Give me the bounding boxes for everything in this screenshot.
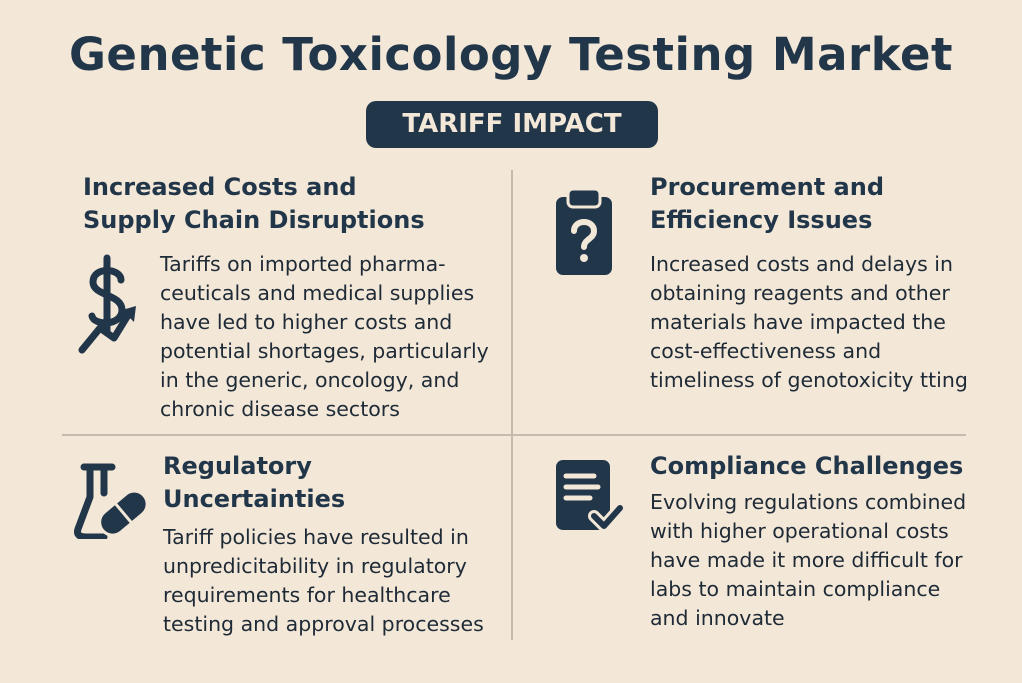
body-line: obtaining reagents and other [650,281,950,305]
body-line: labs to maintain compliance [650,577,941,601]
section-body-costs: Tariffs on imported pharma- ceuticals an… [160,250,489,424]
heading-line: Uncertainties [163,485,346,513]
body-line: Tariff policies have resulted in [163,525,469,549]
clipboard-question-icon [556,187,612,275]
tariff-impact-badge: TARIFF IMPACT [366,101,658,148]
section-body-procurement: Increased costs and delays in obtaining … [650,250,968,395]
body-line: in the generic, oncology, and [160,368,460,392]
body-line: have led to higher costs and [160,310,453,334]
heading-line: Efficiency Issues [650,206,873,234]
body-line: Increased costs and delays in [650,252,953,276]
flask-pill-icon [74,463,149,539]
body-line: have made it more difficult for [650,548,963,572]
heading-line: Procurement and [650,173,884,201]
body-line: requirements for healthcare [163,583,451,607]
document-check-icon [556,460,624,532]
body-line: with higher operational costs [650,519,949,543]
section-body-regulatory: Tariff policies have resulted in unpredi… [163,523,484,639]
body-line: Evolving regulations combined [650,490,967,514]
section-heading-compliance: Compliance Challenges [650,450,963,483]
body-line: ceuticals and medical supplies [160,281,475,305]
vertical-divider [511,170,513,640]
dollar-trend-up-icon [78,254,136,354]
page-title: Genetic Toxicology Testing Market [69,28,953,81]
section-heading-regulatory: Regulatory Uncertainties [163,450,345,516]
body-line: potential shortages, particularly [160,339,489,363]
heading-line: Increased Costs and [83,173,357,201]
body-line: timeliness of genotoxicity tting [650,368,968,392]
section-body-compliance: Evolving regulations combined with highe… [650,488,966,633]
section-heading-procurement: Procurement and Efficiency Issues [650,171,884,237]
heading-line: Regulatory [163,452,312,480]
body-line: unpredicitability in regulatory [163,554,467,578]
body-line: testing and approval processes [163,612,484,636]
section-heading-costs: Increased Costs and Supply Chain Disrupt… [83,171,425,237]
heading-line: Supply Chain Disruptions [83,206,425,234]
heading-line: Compliance Challenges [650,452,964,480]
body-line: Tariffs on imported pharma- [160,252,446,276]
body-line: chronic disease sectors [160,397,400,421]
horizontal-divider [62,434,966,436]
body-line: cost-effectiveness and [650,339,882,363]
body-line: and innovate [650,606,785,630]
body-line: materials have impacted the [650,310,946,334]
